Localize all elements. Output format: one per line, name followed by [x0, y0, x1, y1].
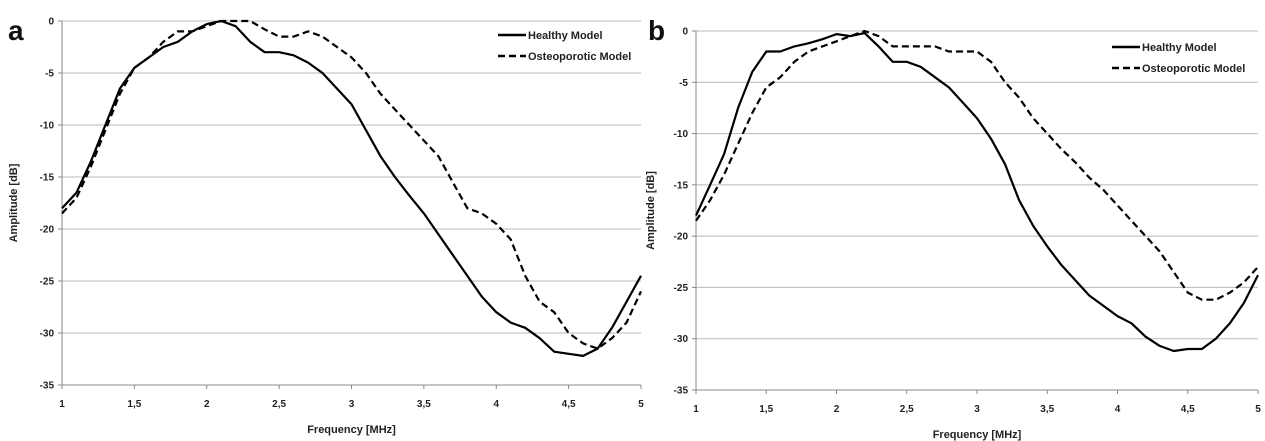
- panel-letter: a: [8, 15, 24, 46]
- x-tick-label: 4: [1115, 404, 1121, 415]
- y-axis-title: Amplitude [dB]: [645, 171, 657, 250]
- x-tick-label: 1: [59, 399, 65, 410]
- legend-label: Healthy Model: [1142, 42, 1217, 54]
- y-tick-label: -25: [40, 277, 55, 288]
- series-line-osteoporotic: [61, 19, 642, 350]
- series-line-osteoporotic: [695, 29, 1259, 301]
- series-line-healthy: [695, 31, 1259, 353]
- legend: Healthy Model Osteoporotic Model: [498, 30, 631, 63]
- x-tick-label: 1,5: [127, 399, 141, 410]
- x-tick-label: 3,5: [417, 399, 431, 410]
- x-tick-label: 4,5: [562, 399, 576, 410]
- x-tick-label: 3,5: [1040, 404, 1054, 415]
- x-tick-label: 2,5: [272, 399, 286, 410]
- chart-panel-a: a 0 -5 -10 -15 -20 -25 -30 -35 1 1,5 2 2,5 3 3,5 4 4,5 5 F…: [8, 15, 644, 436]
- y-tick-label: -10: [674, 129, 689, 140]
- x-tick-label: 1,5: [759, 404, 773, 415]
- x-tick-label: 4,5: [1181, 404, 1195, 415]
- y-tick-label: -30: [674, 334, 689, 345]
- y-tick-label: -5: [45, 69, 54, 80]
- y-tick-label: -10: [40, 121, 55, 132]
- x-tick-label: 2,5: [900, 404, 914, 415]
- x-tick-label: 5: [1255, 404, 1261, 415]
- y-tick-label: 0: [682, 27, 688, 38]
- x-tick-label: 1: [693, 404, 699, 415]
- chart-panel-b: b 0 -5 -10 -15 -20 -25 -30 -35 1 1,5 2 2,5 3 3,5 4 4,5 5 F…: [645, 15, 1261, 441]
- y-tick-label: -15: [674, 180, 689, 191]
- series-line-healthy: [61, 19, 642, 357]
- y-tick-label: -35: [40, 381, 55, 392]
- y-tick-label: -25: [674, 283, 689, 294]
- y-tick-label: -35: [674, 386, 689, 397]
- x-tick-label: 2: [204, 399, 210, 410]
- x-tick-label: 5: [638, 399, 644, 410]
- y-tick-label: -5: [679, 78, 688, 89]
- y-axis-title: Amplitude [dB]: [8, 163, 20, 242]
- legend-label: Osteoporotic Model: [1142, 63, 1245, 75]
- x-axis-title: Frequency [MHz]: [933, 429, 1022, 441]
- x-tick-label: 3: [974, 404, 980, 415]
- legend: Healthy Model Osteoporotic Model: [1112, 42, 1245, 75]
- y-tick-label: 0: [48, 17, 54, 28]
- x-axis-title: Frequency [MHz]: [307, 424, 396, 436]
- x-tick-label: 3: [349, 399, 355, 410]
- legend-label: Healthy Model: [528, 30, 603, 42]
- x-tick-label: 2: [834, 404, 840, 415]
- y-tick-label: -15: [40, 173, 55, 184]
- y-tick-label: -20: [674, 232, 689, 243]
- panel-letter: b: [648, 15, 665, 46]
- legend-label: Osteoporotic Model: [528, 51, 631, 63]
- y-tick-label: -30: [40, 329, 55, 340]
- y-tick-label: -20: [40, 225, 55, 236]
- x-tick-label: 4: [493, 399, 499, 410]
